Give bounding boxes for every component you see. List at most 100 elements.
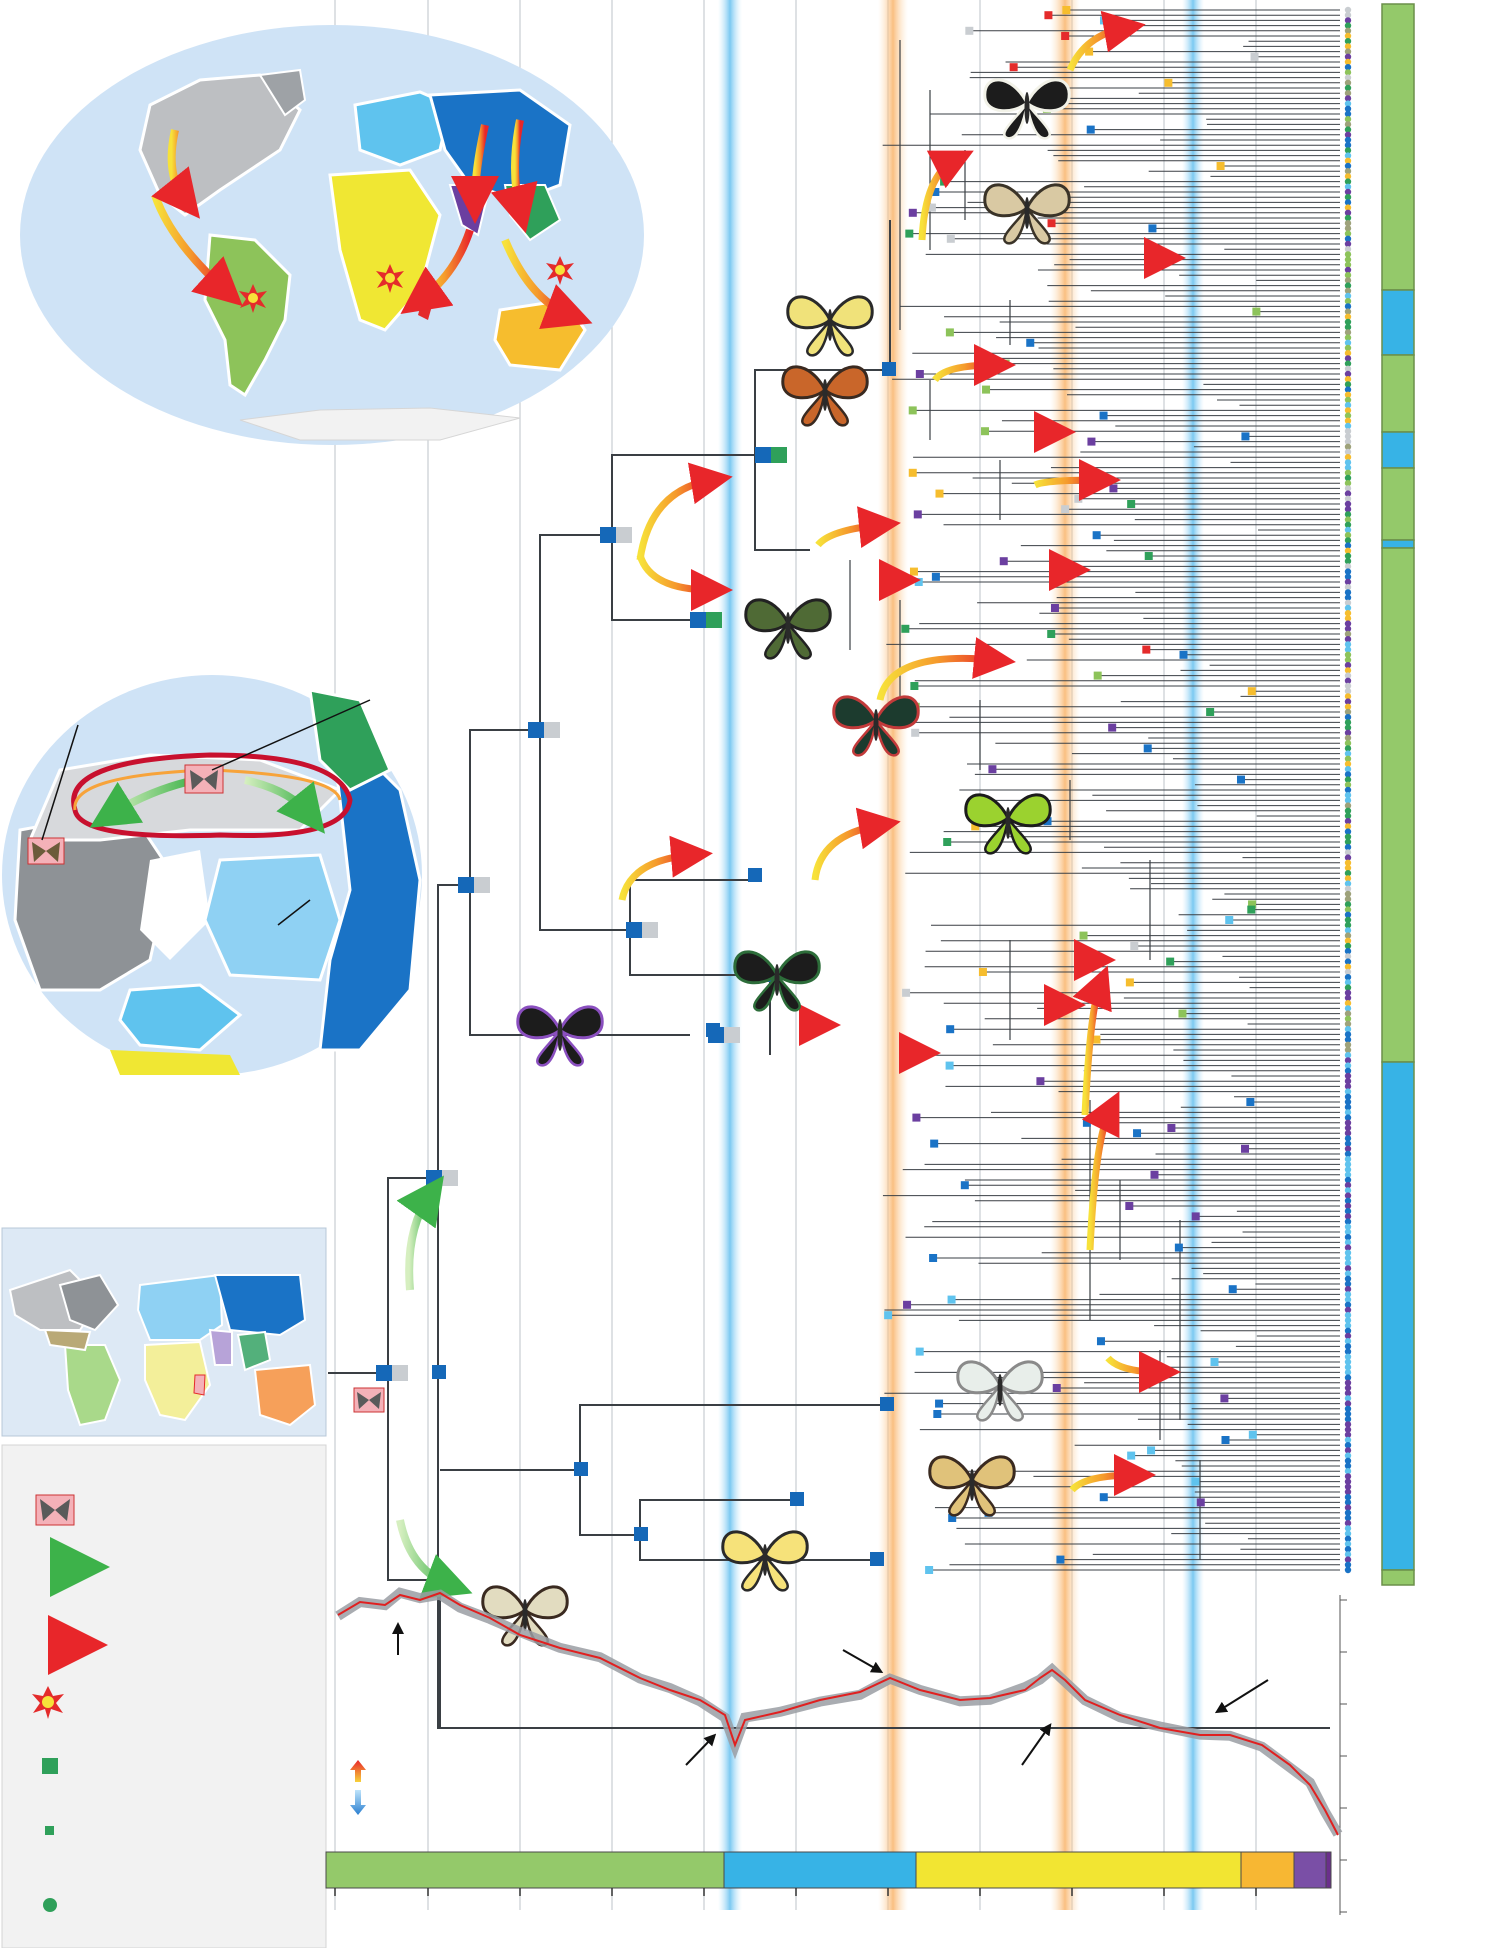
tip-dot <box>1344 677 1352 684</box>
tip-dot <box>1344 376 1352 383</box>
tip-node-box <box>1056 1555 1065 1564</box>
phylogenetic-tree <box>353 6 1352 1729</box>
tip-dot <box>1344 308 1352 315</box>
tip-dot <box>1344 885 1352 892</box>
tip-node-box <box>1225 916 1234 924</box>
butterfly-wing <box>558 1029 584 1067</box>
tip-dot <box>1344 1436 1352 1444</box>
node-box-blue <box>574 1462 588 1476</box>
tip-node-box <box>1079 931 1088 940</box>
butterfly-wing <box>806 319 832 357</box>
islands-landmass <box>118 983 243 1052</box>
tip-dot <box>1344 604 1352 612</box>
tip-node-box <box>933 1410 942 1418</box>
tip-dot <box>1344 1327 1352 1335</box>
butterfly-wing <box>733 950 779 985</box>
tip-dot <box>1344 1317 1352 1324</box>
butterfly-body <box>774 964 780 996</box>
tip-dot <box>1344 599 1352 606</box>
tip-node-box <box>1061 505 1070 514</box>
tip-node-box <box>943 838 952 846</box>
tip-dot <box>1344 1150 1352 1158</box>
tip-node-box <box>1044 11 1053 20</box>
tip-dot <box>1344 1015 1352 1022</box>
tip-dot <box>1344 58 1352 66</box>
tip-node-box <box>1108 723 1117 732</box>
clade-bar-segment <box>1381 467 1415 541</box>
tip-dot <box>1344 1332 1352 1340</box>
tip-dot <box>1344 563 1352 570</box>
blue-band-2 <box>1182 0 1204 1910</box>
tip-dot <box>1344 298 1352 305</box>
timescale-stage-green <box>325 1851 725 1889</box>
butterfly-body <box>1024 92 1030 124</box>
clade-bar-segment <box>1381 547 1415 1063</box>
shift-arrow <box>636 553 733 611</box>
tip-dot <box>1344 79 1352 87</box>
butterfly-photo <box>956 1360 1044 1422</box>
tip-node-box <box>908 468 917 477</box>
tip-dot <box>1344 1561 1352 1569</box>
tip-nodes <box>881 6 1352 1574</box>
butterfly-photo <box>516 1005 604 1067</box>
butterfly-wing <box>1006 793 1052 828</box>
timescale-stage-dark-purple <box>1325 1851 1332 1889</box>
up-down-arrow-icon <box>350 1760 366 1815</box>
tip-dot <box>1344 464 1352 471</box>
tip-node-box <box>1050 604 1059 612</box>
tip-dot <box>1344 1353 1352 1361</box>
node-box-blue <box>426 1170 442 1186</box>
tip-dot <box>1344 755 1352 762</box>
butterfly-wing <box>786 598 832 633</box>
node-box-blue <box>376 1365 392 1381</box>
tip-node-box <box>1241 1144 1250 1153</box>
butterfly-body <box>822 379 828 411</box>
tip-node-box <box>1144 552 1153 560</box>
tip-node-box <box>1250 52 1259 61</box>
diversification-panel <box>335 1587 1347 1915</box>
tip-dot <box>1344 1135 1352 1142</box>
tip-dot <box>1344 818 1352 825</box>
node-box-grey <box>724 1027 740 1043</box>
tip-node-box <box>1099 1493 1108 1502</box>
tip-node-box <box>927 203 936 212</box>
butterfly-wing <box>516 1005 562 1040</box>
tip-dot <box>1344 48 1352 55</box>
tip-node-box <box>946 234 955 243</box>
tip-node-box <box>1052 1384 1061 1392</box>
tip-dot <box>1344 1093 1352 1101</box>
tip-dot <box>1344 937 1352 944</box>
tip-dot <box>1344 1473 1352 1480</box>
tip-dot <box>1344 506 1352 513</box>
tip-dot <box>1344 833 1352 840</box>
tip-dot <box>1344 469 1352 476</box>
tip-dot <box>1344 656 1352 664</box>
tip-dot <box>1344 589 1352 596</box>
greenland-landmass <box>140 850 210 960</box>
tip-node-box <box>1093 671 1102 680</box>
butterfly-wing <box>786 295 832 330</box>
tip-dot <box>1344 1530 1352 1537</box>
tip-node-box <box>1166 957 1175 966</box>
tip-dot <box>1344 1036 1352 1043</box>
tip-dot <box>1344 1041 1352 1049</box>
tip-dot <box>1344 266 1352 274</box>
butterfly-body <box>1024 197 1030 229</box>
tip-dot <box>1344 1244 1352 1251</box>
tip-dot <box>1344 459 1352 466</box>
tip-dot <box>1344 339 1352 346</box>
orange-band-2 <box>1050 0 1080 1910</box>
butterfly-photo <box>983 183 1071 245</box>
tip-dot <box>1344 552 1352 560</box>
tip-node-box <box>935 489 944 498</box>
tip-dot <box>1344 625 1352 632</box>
tip-dot <box>1344 703 1352 710</box>
tip-dot <box>1344 1358 1352 1366</box>
tip-dot <box>1344 32 1352 40</box>
tip-dot <box>1344 422 1352 430</box>
tip-node-box <box>1248 900 1257 909</box>
tip-dot <box>1344 1187 1352 1194</box>
tip-dot <box>1344 1296 1352 1303</box>
tip-dot <box>1344 610 1352 617</box>
tip-dot <box>1344 667 1352 674</box>
